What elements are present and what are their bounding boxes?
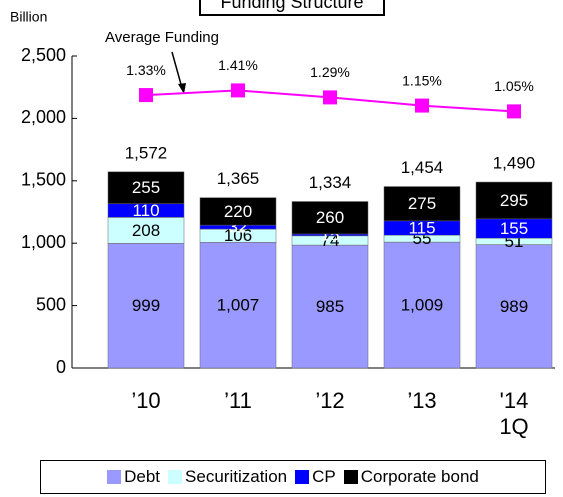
y-tick-label: 1,000 <box>21 232 66 252</box>
annotation: Average Funding <box>105 29 219 46</box>
annotation-arrow <box>171 51 183 89</box>
line-label: 1.41% <box>218 57 258 73</box>
bar-segment <box>199 242 277 369</box>
total-label: 1,572 <box>125 143 168 162</box>
line-label: 1.15% <box>402 72 442 88</box>
legend-swatch <box>343 470 358 484</box>
data-label: 1,007 <box>217 296 260 315</box>
legend-swatch <box>295 470 310 484</box>
data-label: 208 <box>132 221 160 240</box>
data-label: 220 <box>224 202 252 221</box>
data-label: 255 <box>132 178 160 197</box>
line-label: 1.33% <box>126 62 166 78</box>
x-tick-label: ’12 <box>315 388 345 413</box>
line-marker <box>415 98 429 113</box>
bar-segment <box>107 243 185 369</box>
y-tick-label: 0 <box>56 357 66 377</box>
legend-label: CP <box>312 467 336 486</box>
legend-item: CP <box>295 467 336 487</box>
data-label: 985 <box>316 297 344 316</box>
bar-segment <box>475 181 553 220</box>
data-label: 260 <box>316 208 344 227</box>
data-label: 106 <box>224 226 252 245</box>
line-marker <box>507 104 521 119</box>
arrow-head <box>178 83 186 94</box>
bar-segment <box>383 186 461 222</box>
legend-item: Securitization <box>168 467 287 487</box>
data-label: 999 <box>132 296 160 315</box>
data-label: 1,009 <box>401 296 444 315</box>
data-label: 989 <box>500 297 528 316</box>
data-label: 115 <box>408 219 435 238</box>
data-label: 295 <box>500 191 528 210</box>
bar-segment <box>291 244 369 369</box>
total-label: 1,490 <box>493 154 536 173</box>
x-tick-label: '14 1Q <box>499 388 529 439</box>
x-tick-label: ’13 <box>407 388 437 413</box>
legend-swatch <box>107 470 122 484</box>
line-marker <box>231 83 245 98</box>
bar-segment <box>291 201 369 235</box>
data-label: 110 <box>132 201 159 220</box>
data-label: 155 <box>500 219 528 238</box>
legend-label: Securitization <box>185 467 288 486</box>
legend: Debt Securitization CP Corporate bond <box>40 460 546 494</box>
legend-label: Debt <box>124 467 161 486</box>
title-box <box>199 0 385 16</box>
bar-segment <box>475 244 553 369</box>
legend-item: Corporate bond <box>343 467 479 487</box>
bar-segment <box>199 197 277 226</box>
x-tick-label: ’11 <box>224 388 252 413</box>
bar-segment <box>107 171 185 204</box>
legend-item: Debt <box>107 467 160 487</box>
total-label: 1,365 <box>217 169 260 188</box>
line-marker <box>323 90 337 105</box>
y-tick-label: 1,500 <box>21 170 66 190</box>
bar-segment <box>107 217 185 244</box>
y-axis-label: Billion <box>10 9 47 25</box>
x-tick-label: ’10 <box>131 388 161 413</box>
line-marker <box>139 88 153 103</box>
total-label: 1,334 <box>309 173 352 192</box>
bar-segment <box>383 241 461 369</box>
chart-title: Funding Structure <box>220 0 363 12</box>
total-label: 1,454 <box>401 158 444 177</box>
data-label: 275 <box>408 194 436 213</box>
y-tick-label: 2,500 <box>21 45 66 65</box>
legend-label: Corporate bond <box>360 467 479 486</box>
legend-swatch <box>168 470 183 484</box>
y-tick-label: 500 <box>36 294 66 314</box>
line-label: 1.29% <box>310 64 350 80</box>
y-tick-label: 2,000 <box>21 107 66 127</box>
line-label: 1.05% <box>494 78 534 94</box>
